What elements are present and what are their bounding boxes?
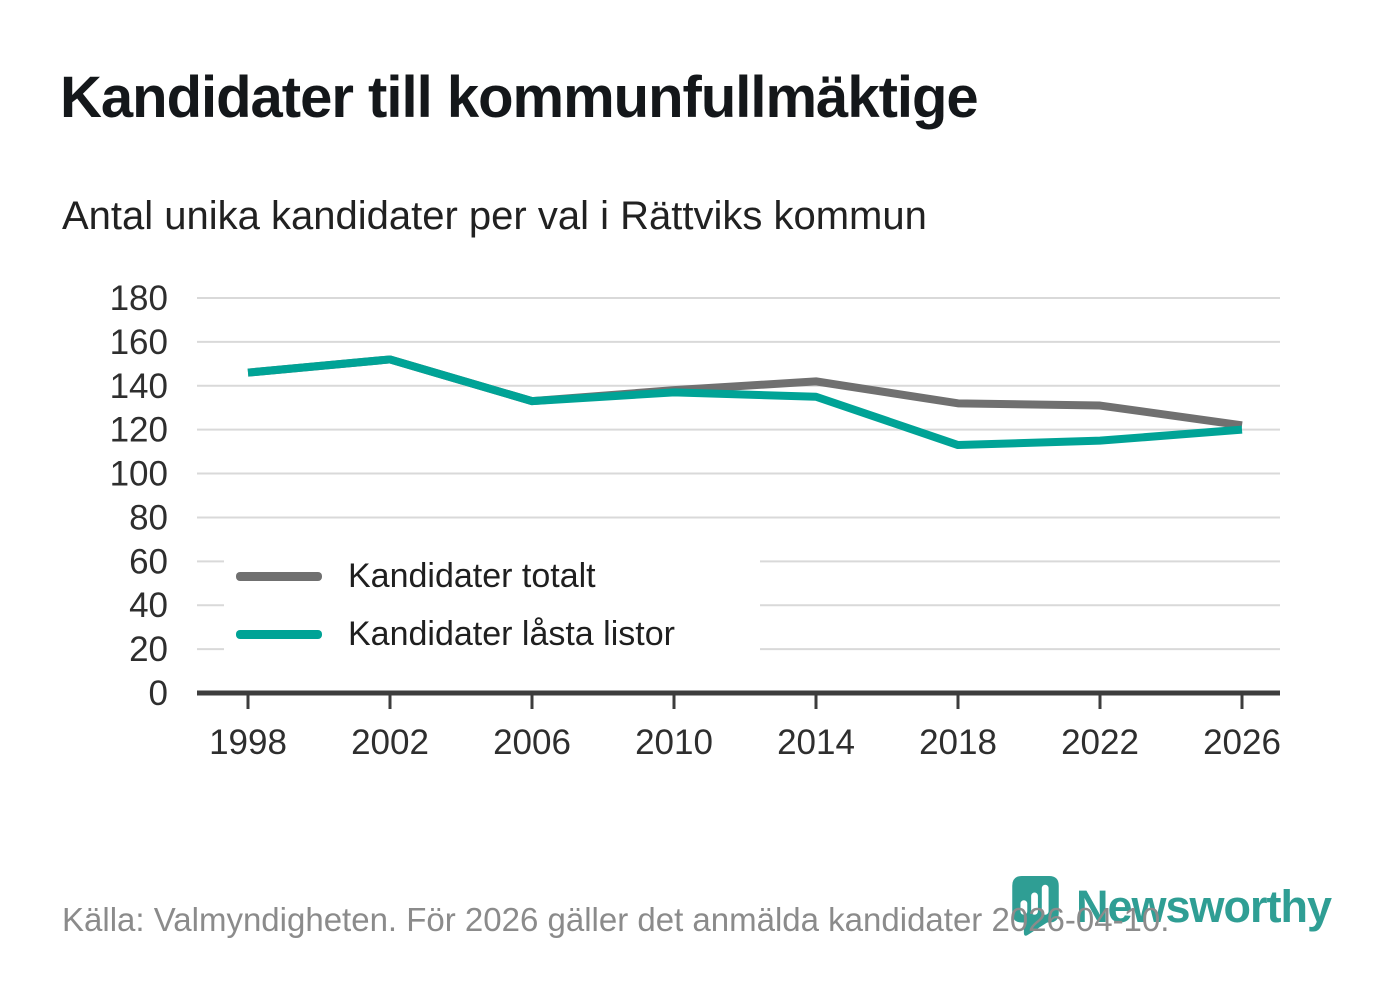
newsworthy-wordmark: Newsworthy (1076, 881, 1332, 932)
source-note: Källa: Valmyndigheten. För 2026 gäller d… (62, 901, 1170, 938)
legend-label-total: Kandidater totalt (348, 556, 596, 595)
series-line-locked (247, 355, 1243, 450)
y-axis-tick-label: 20 (129, 630, 168, 669)
y-axis-tick-label: 160 (110, 323, 168, 362)
x-axis-tick-label: 2022 (1061, 723, 1139, 762)
logo-bar-medium (1031, 892, 1038, 915)
page-title: Kandidater till kommunfullmäktige (60, 65, 979, 130)
y-axis-tick-label: 0 (149, 674, 168, 713)
x-axis-tick-label: 1998 (209, 723, 287, 762)
y-axis-tick-label: 80 (129, 498, 168, 537)
x-axis-tick-label: 2006 (493, 723, 571, 762)
y-axis-tick-label: 100 (110, 455, 168, 494)
legend-label-locked: Kandidater låsta listor (348, 614, 675, 653)
y-axis-tick-label: 180 (110, 279, 168, 318)
legend-swatch-locked (236, 629, 322, 639)
x-axis-tick-label: 2010 (635, 723, 713, 762)
y-axis-tick-label: 40 (129, 586, 168, 625)
y-axis-tick-label: 120 (110, 411, 168, 450)
logo-bar-tall (1041, 884, 1049, 915)
legend-item-locked: Kandidater låsta listor (236, 613, 760, 655)
x-axis-tick-label: 2002 (351, 723, 429, 762)
legend-item-total: Kandidater totalt (236, 555, 760, 597)
y-axis-tick-label: 140 (110, 367, 168, 406)
y-axis-tick-label: 60 (129, 542, 168, 581)
legend: Kandidater totalt Kandidater låsta listo… (224, 549, 760, 663)
x-axis-tick-label: 2018 (919, 723, 997, 762)
x-axis-tick-label: 2014 (777, 723, 855, 762)
newsworthy-logo-icon (1012, 876, 1059, 936)
legend-swatch-total (236, 571, 322, 581)
newsworthy-logo: Newsworthy (1012, 876, 1332, 938)
x-axis-tick-label: 2026 (1203, 723, 1281, 762)
logo-bar-small (1020, 900, 1028, 915)
page-subtitle: Antal unika kandidater per val i Rättvik… (62, 194, 927, 238)
